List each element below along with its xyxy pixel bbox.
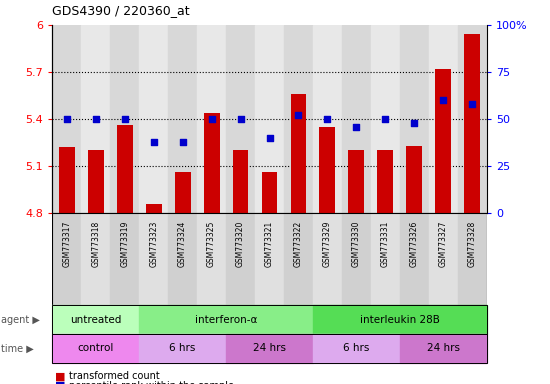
Text: GSM773327: GSM773327 [439, 220, 448, 267]
Bar [313, 25, 342, 213]
Point [91, 116, 100, 122]
Bar [255, 25, 284, 213]
Point [381, 116, 390, 122]
Point [236, 116, 245, 122]
Bar [139, 25, 168, 213]
Bar [175, 172, 190, 213]
Bar [320, 127, 335, 213]
Text: control: control [78, 343, 114, 354]
Bar [117, 125, 133, 213]
Text: GSM773322: GSM773322 [294, 220, 303, 267]
Bar [313, 213, 342, 305]
Bar [436, 69, 451, 213]
Text: interferon-α: interferon-α [195, 314, 257, 325]
Text: GSM773323: GSM773323 [149, 220, 158, 267]
Text: GSM773326: GSM773326 [410, 220, 419, 267]
Bar [342, 213, 371, 305]
Bar [284, 25, 313, 213]
Bar [168, 25, 197, 213]
Bar [255, 213, 284, 305]
Point [207, 116, 216, 122]
Bar [110, 213, 139, 305]
Point [149, 139, 158, 145]
Point [352, 124, 361, 130]
Text: GSM773318: GSM773318 [91, 220, 100, 267]
Text: GSM773324: GSM773324 [178, 220, 187, 267]
Text: percentile rank within the sample: percentile rank within the sample [69, 381, 234, 384]
Point [439, 97, 448, 103]
Bar [81, 25, 110, 213]
Bar [284, 213, 313, 305]
Bar [371, 25, 400, 213]
Bar [429, 25, 458, 213]
Point [294, 112, 303, 118]
Bar [226, 25, 255, 213]
Bar [88, 151, 103, 213]
Text: GSM773328: GSM773328 [468, 220, 477, 267]
Point [410, 120, 419, 126]
Bar [197, 213, 226, 305]
Bar [464, 34, 480, 213]
Point [62, 116, 71, 122]
Text: time ▶: time ▶ [1, 343, 34, 354]
Text: 6 hrs: 6 hrs [343, 343, 370, 354]
Bar [59, 147, 75, 213]
Bar [139, 213, 168, 305]
Bar [377, 151, 393, 213]
Bar [226, 213, 255, 305]
Text: GSM773330: GSM773330 [352, 220, 361, 267]
Text: GSM773329: GSM773329 [323, 220, 332, 267]
Bar [52, 213, 81, 305]
Bar [204, 113, 219, 213]
Bar [290, 94, 306, 213]
Bar [429, 213, 458, 305]
Bar [81, 213, 110, 305]
Bar [371, 213, 400, 305]
Point [120, 116, 129, 122]
Bar [349, 151, 364, 213]
Bar [262, 172, 277, 213]
Text: 6 hrs: 6 hrs [169, 343, 196, 354]
Bar [406, 146, 422, 213]
Bar [233, 151, 249, 213]
Text: GSM773317: GSM773317 [62, 220, 72, 267]
Text: ■: ■ [55, 381, 69, 384]
Point [178, 139, 187, 145]
Text: GSM773331: GSM773331 [381, 220, 390, 267]
Bar [400, 213, 429, 305]
Text: GSM773320: GSM773320 [236, 220, 245, 267]
Bar [168, 213, 197, 305]
Bar [342, 25, 371, 213]
Bar [458, 25, 487, 213]
Bar [52, 25, 81, 213]
Point [265, 135, 274, 141]
Text: GSM773319: GSM773319 [120, 220, 129, 267]
Bar [197, 25, 226, 213]
Bar [400, 25, 429, 213]
Text: interleukin 28B: interleukin 28B [360, 314, 440, 325]
Text: GSM773325: GSM773325 [207, 220, 216, 267]
Text: agent ▶: agent ▶ [1, 314, 40, 325]
Text: 24 hrs: 24 hrs [427, 343, 460, 354]
Point [323, 116, 332, 122]
Text: GDS4390 / 220360_at: GDS4390 / 220360_at [52, 4, 190, 17]
Text: 24 hrs: 24 hrs [253, 343, 286, 354]
Bar [458, 213, 487, 305]
Bar [146, 204, 162, 213]
Text: GSM773321: GSM773321 [265, 220, 274, 267]
Text: transformed count: transformed count [69, 371, 160, 381]
Text: ■: ■ [55, 371, 69, 381]
Point [468, 101, 477, 107]
Text: untreated: untreated [70, 314, 122, 325]
Bar [110, 25, 139, 213]
